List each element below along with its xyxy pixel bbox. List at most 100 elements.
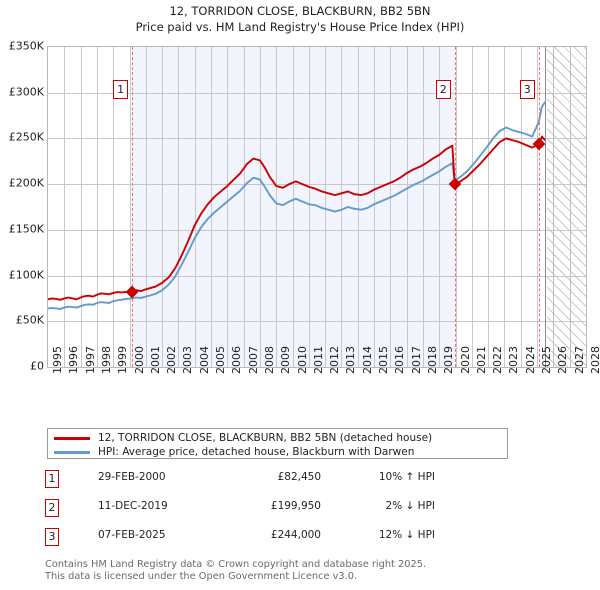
x-axis-tick-label: 2012 [328,346,342,374]
legend-item-hpi: HPI: Average price, detached house, Blac… [54,446,501,458]
x-axis-tick-label: 2007 [246,346,260,374]
x-axis-tick-label: 2009 [279,346,293,374]
legend-swatch-price-paid [54,436,90,440]
y-axis-tick-label: £350K [8,39,44,53]
grid-line-vertical [145,47,147,367]
grid-line-horizontal [48,229,586,231]
table-row: 2 11-DEC-2019 £199,950 2% ↓ HPI [45,499,465,528]
grid-line-vertical [341,47,343,367]
grid-line-vertical [80,47,82,367]
grid-line-horizontal [48,275,586,277]
grid-line-vertical [194,47,196,367]
transaction-hpi-delta: 12% ↓ HPI [378,529,435,541]
table-row: 1 29-FEB-2000 £82,450 10% ↑ HPI [45,470,465,499]
y-axis-tick-label: £300K [8,85,44,99]
x-axis-tick-label: 2018 [425,346,439,374]
x-axis-tick-label: 2003 [181,346,195,374]
grid-line-vertical [520,47,522,367]
x-axis-tick-label: 1998 [99,346,113,374]
x-axis-tick-label: 2016 [393,346,407,374]
series-line-price-paid [48,135,546,301]
grid-line-vertical [178,47,180,367]
grid-line-vertical [504,47,506,367]
grid-line-vertical [586,47,587,367]
grid-line-vertical [276,47,278,367]
transaction-hpi-delta: 10% ↑ HPI [378,471,435,483]
event-marker-line [132,47,134,367]
grid-line-vertical [569,47,571,367]
y-axis: £0 £50K £100K £150K £200K £250K £300K £350K [0,0,44,590]
series-line-hpi [48,101,547,310]
grid-line-vertical [422,47,424,367]
transaction-price: £244,000 [270,529,321,541]
x-axis-tick-label: 2026 [556,346,570,374]
grid-line-vertical [259,47,261,367]
footer-line-1: Contains HM Land Registry data © Crown c… [45,559,427,570]
grid-line-vertical [406,47,408,367]
x-axis-tick-label: 2011 [311,346,325,374]
x-axis-tick-label: 2010 [295,346,309,374]
grid-line-horizontal [48,321,586,323]
grid-line-vertical [586,47,587,367]
grid-line-vertical [64,47,66,367]
transaction-price: £82,450 [277,471,321,483]
transaction-date: 07-FEB-2025 [98,529,166,541]
grid-line-vertical [227,47,229,367]
grid-line-vertical [553,47,555,367]
transaction-index-badge: 3 [45,528,59,546]
grid-line-vertical [455,47,457,367]
footer-line-2: This data is licensed under the Open Gov… [45,570,358,582]
x-axis-tick-label: 2015 [377,346,391,374]
transaction-index-badge: 1 [45,470,59,488]
legend-label-hpi: HPI: Average price, detached house, Blac… [98,446,415,458]
x-axis: 1995 1996 1997 1998 1999 2000 2001 2002 2003 2004… [0,346,600,432]
transaction-date: 29-FEB-2000 [98,471,166,483]
callout-badge-2[interactable]: 2 [435,80,451,99]
grid-line-horizontal [48,138,586,140]
transaction-index-badge: 2 [45,499,59,517]
legend-swatch-hpi [54,450,90,454]
x-axis-tick-label: 2017 [409,346,423,374]
x-axis-tick-label: 2006 [230,346,244,374]
grid-line-vertical [243,47,245,367]
footer-attribution: Contains HM Land Registry data © Crown c… [45,559,565,582]
table-row: 3 07-FEB-2025 £244,000 12% ↓ HPI [45,528,465,557]
x-axis-tick-label: 2023 [507,346,521,374]
grid-line-vertical [488,47,490,367]
grid-line-vertical [439,47,441,367]
transaction-hpi-delta: 2% ↓ HPI [385,500,435,512]
chart-series-layer [48,101,547,310]
grid-line-vertical [537,47,539,367]
grid-line-vertical [390,47,392,367]
grid-line-horizontal [48,92,586,94]
x-axis-tick-label: 2021 [474,346,488,374]
current-date-line [545,47,547,367]
y-axis-tick-label: £0 [30,359,44,373]
grid-line-vertical [357,47,359,367]
grid-line-vertical [308,47,310,367]
chart-legend: 12, TORRIDON CLOSE, BLACKBURN, BB2 5BN (… [47,428,508,459]
x-axis-tick-label: 2028 [589,346,600,374]
x-axis-tick-label: 2025 [540,346,554,374]
callout-badge-3[interactable]: 3 [519,80,535,99]
x-axis-tick-label: 2024 [523,346,537,374]
x-axis-tick-label: 2004 [197,346,211,374]
y-axis-tick-label: £250K [8,130,44,144]
transactions-table: 1 29-FEB-2000 £82,450 10% ↑ HPI 2 11-DEC… [45,470,465,557]
x-axis-tick-label: 2000 [132,346,146,374]
callout-badge-1[interactable]: 1 [113,80,129,99]
grid-line-vertical [96,47,98,367]
grid-line-vertical [325,47,327,367]
title-line-1: 12, TORRIDON CLOSE, BLACKBURN, BB2 5BN [169,4,431,18]
event-marker-line [538,47,540,367]
x-axis-tick-label: 2002 [165,346,179,374]
page-title: 12, TORRIDON CLOSE, BLACKBURN, BB2 5BN P… [0,3,600,35]
grid-line-vertical [374,47,376,367]
x-axis-tick-label: 1997 [83,346,97,374]
transaction-price: £199,950 [270,500,321,512]
event-marker-line [454,47,456,367]
y-axis-tick-label: £150K [8,222,44,236]
transaction-date: 11-DEC-2019 [98,500,168,512]
y-axis-tick-label: £50K [15,313,44,327]
x-axis-tick-label: 2027 [572,346,586,374]
